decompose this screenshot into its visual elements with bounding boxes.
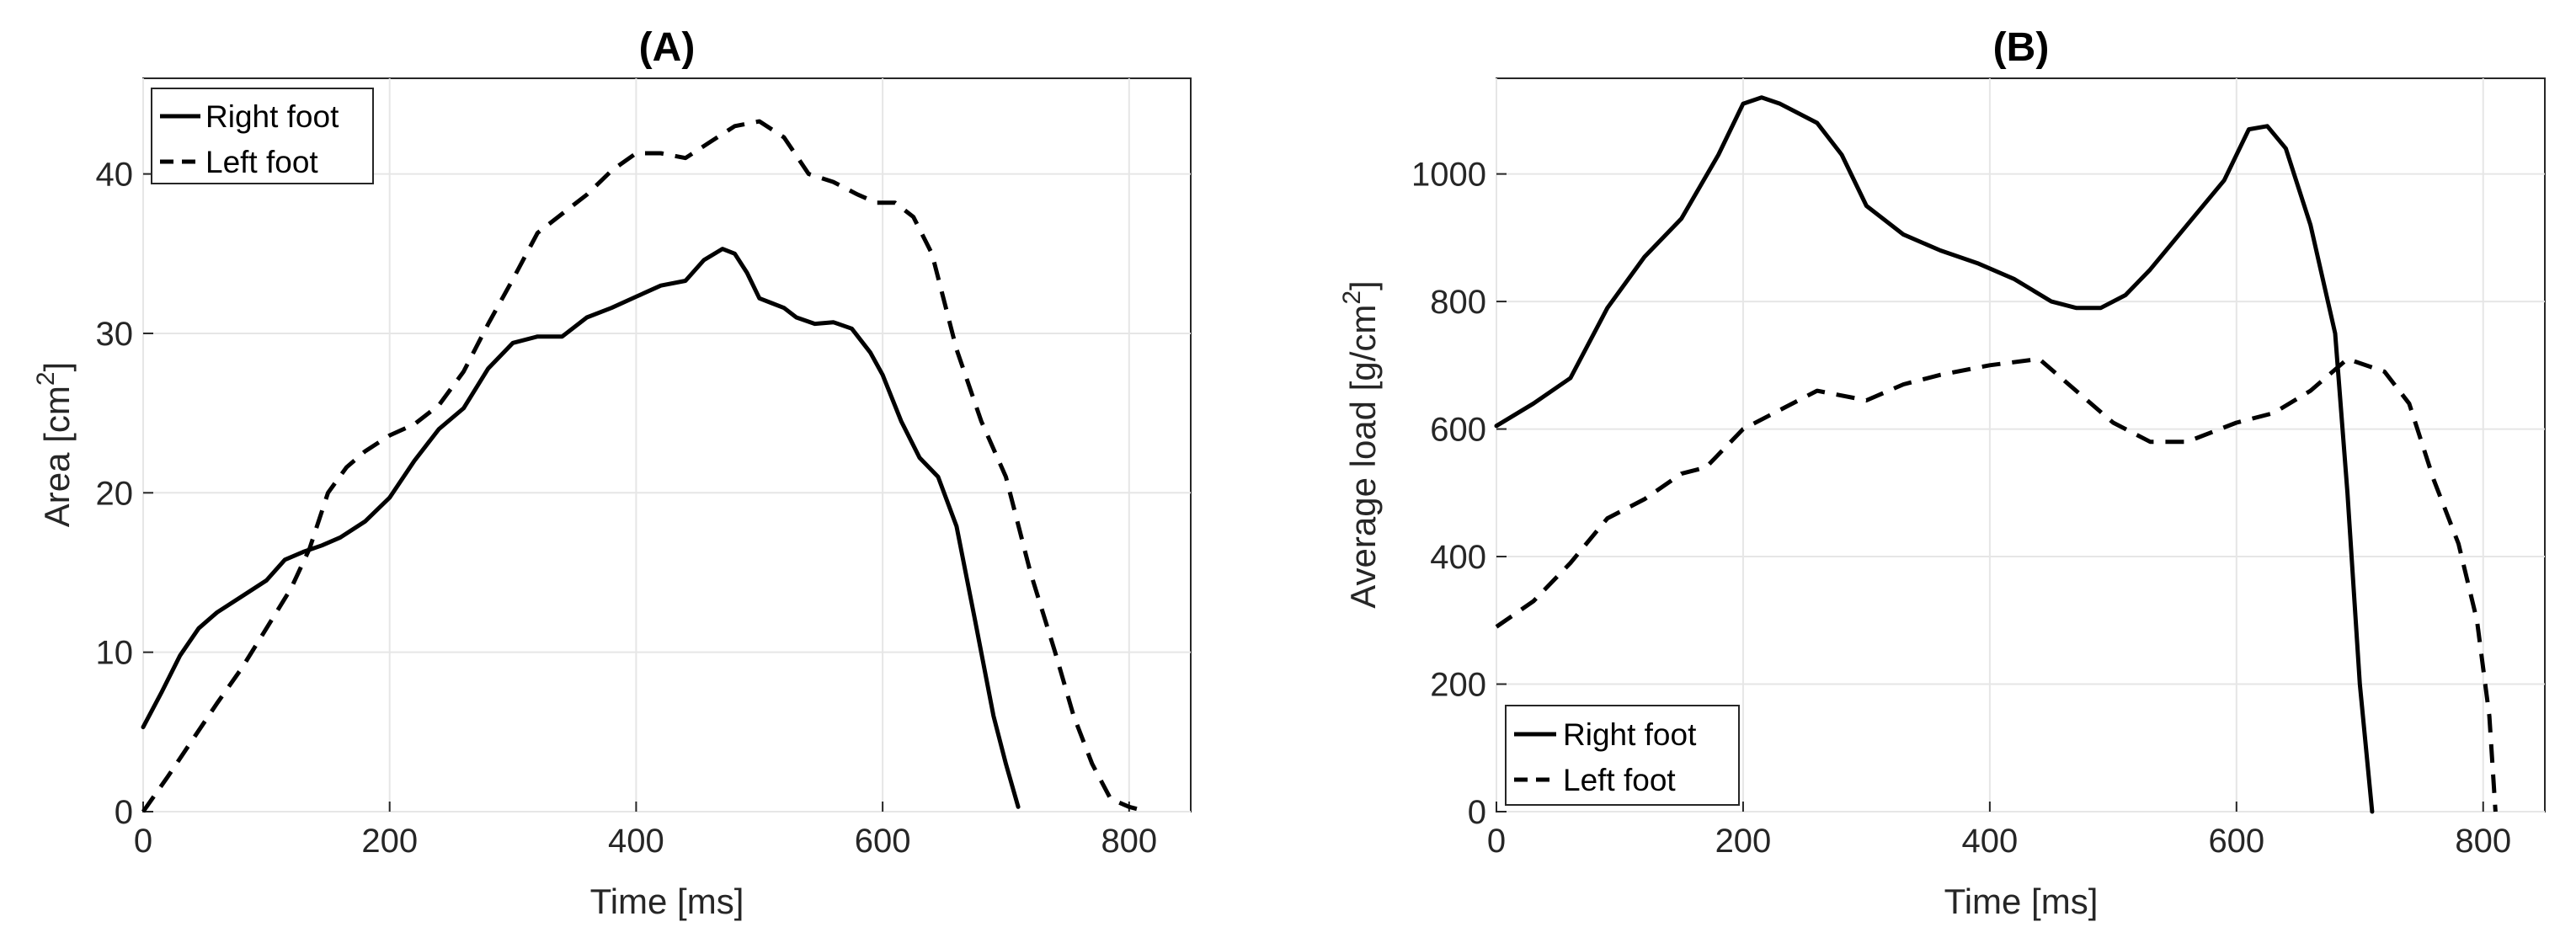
chart-panel-b: 0 200 400 600 800 0 200 400 600 800 1000 (B) Time … <box>1338 25 2546 921</box>
legend-box-b <box>1505 705 1740 806</box>
chart-title-b: (B) <box>1993 25 2050 70</box>
x-tick-label: 800 <box>1101 823 1157 860</box>
y-tick-label: 1000 <box>1411 157 1486 194</box>
x-tick-label: 600 <box>2208 823 2264 860</box>
series-line-left-foot-a <box>141 119 1143 813</box>
y-axis-label-b-text: Average load [g/cm <box>1343 305 1383 609</box>
y-tick-label: 0 <box>115 794 133 831</box>
ticks-a: 0 200 400 600 800 0 10 20 30 40 <box>96 157 1158 860</box>
x-axis-label-a: Time [ms] <box>590 882 744 921</box>
y-axis-label-a-close: ] <box>37 362 77 372</box>
y-axis-label-b: Average load [g/cm2] <box>1338 280 1383 608</box>
y-axis-label-a: Area [cm2] <box>32 362 77 527</box>
x-tick-label: 0 <box>1487 823 1506 860</box>
y-tick-label: 0 <box>1468 794 1486 831</box>
legend-a: Right foot Left foot <box>151 88 374 184</box>
x-tick-label: 0 <box>134 823 152 860</box>
y-axis-label-a-sup: 2 <box>32 371 60 386</box>
x-tick-label: 400 <box>608 823 664 860</box>
legend-label-right-foot-a: Right foot <box>205 99 339 134</box>
series-group-b <box>1494 95 2498 814</box>
legend-box-a <box>151 88 374 184</box>
x-tick-label: 800 <box>2455 823 2511 860</box>
series-group-a <box>141 119 1143 813</box>
y-tick-label: 200 <box>1430 667 1486 704</box>
y-tick-label: 600 <box>1430 412 1486 449</box>
plot-area-b <box>1496 77 2546 812</box>
y-tick-label: 10 <box>96 635 134 672</box>
x-axis-label-b: Time [ms] <box>1944 882 2099 921</box>
legend-label-left-foot-a: Left foot <box>205 145 318 179</box>
x-tick-label: 600 <box>855 823 911 860</box>
y-tick-label: 20 <box>96 475 134 512</box>
plot-area-a <box>142 77 1192 812</box>
legend-label-left-foot-b: Left foot <box>1563 763 1676 797</box>
y-tick-label: 400 <box>1430 539 1486 576</box>
legend-label-right-foot-b: Right foot <box>1563 717 1697 752</box>
series-line-right-foot-b <box>1494 95 2375 814</box>
x-tick-label: 200 <box>1715 823 1772 860</box>
chart-panel-a: 0 200 400 600 800 0 10 20 30 40 (A) Time [ms] Are… <box>32 25 1192 921</box>
y-tick-label: 40 <box>96 157 134 194</box>
y-axis-label-b-close: ] <box>1343 280 1383 290</box>
grid-a <box>142 78 1191 812</box>
ticks-b: 0 200 400 600 800 0 200 400 600 800 1000 <box>1411 157 2511 860</box>
x-tick-label: 200 <box>361 823 418 860</box>
x-tick-label: 400 <box>1962 823 2019 860</box>
y-tick-label: 30 <box>96 316 134 353</box>
y-tick-label: 800 <box>1430 284 1486 321</box>
y-axis-label-b-sup: 2 <box>1338 290 1366 305</box>
legend-b: Right foot Left foot <box>1505 705 1740 806</box>
series-line-right-foot-a <box>141 247 1021 809</box>
y-axis-label-a-text: Area [cm <box>37 386 77 527</box>
chart-title-a: (A) <box>639 25 696 70</box>
